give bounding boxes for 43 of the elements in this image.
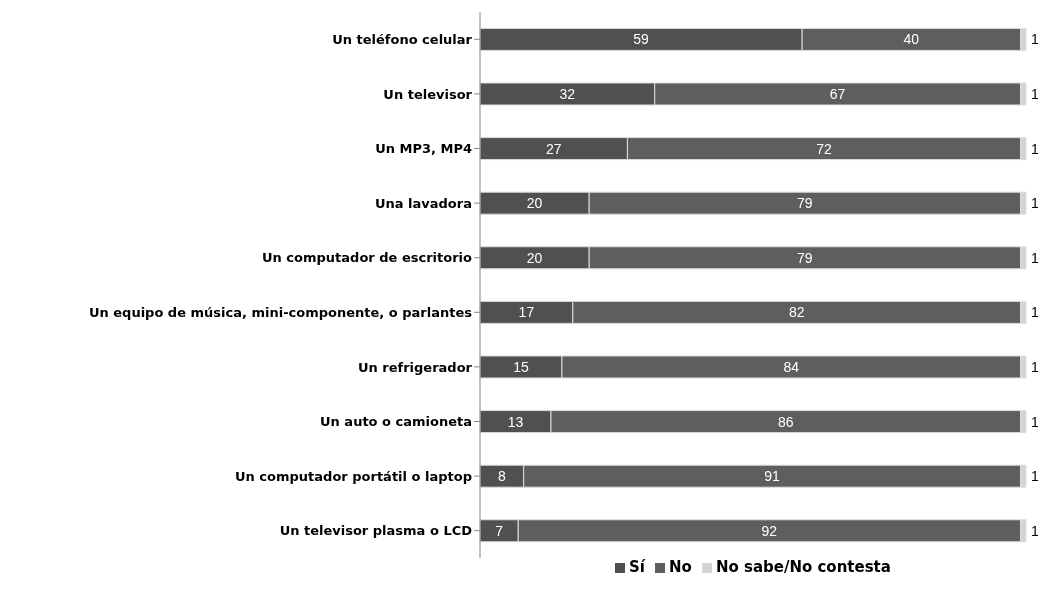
y-tick-label: Un MP3, MP4 (375, 141, 472, 157)
data-label: 1 (1031, 468, 1039, 485)
data-label: 82 (788, 304, 805, 321)
y-tick-label: Un computador portátil o laptop (235, 468, 472, 484)
y-tick-label: Un refrigerador (357, 359, 473, 375)
data-label: 79 (797, 195, 813, 212)
data-label: 1 (1031, 249, 1039, 266)
y-tick-label: Un televisor (383, 86, 473, 102)
legend-label: No (669, 558, 692, 576)
data-label: 86 (777, 413, 794, 430)
data-label: 20 (526, 195, 543, 212)
y-tick-label: Un equipo de música, mini-componente, o parlantes (88, 304, 473, 320)
data-label: 1 (1031, 195, 1039, 212)
data-label: 1 (1031, 31, 1039, 48)
data-label: 1 (1031, 304, 1039, 321)
data-label: 27 (545, 140, 562, 157)
data-label: 91 (764, 468, 781, 485)
data-label: 79 (797, 249, 813, 266)
data-label: 8 (497, 468, 506, 485)
data-label: 20 (526, 249, 543, 266)
data-label: 92 (761, 522, 778, 539)
data-label: 67 (829, 85, 846, 102)
data-label: 17 (518, 304, 535, 321)
data-label: 15 (513, 358, 529, 375)
data-label: 40 (903, 31, 920, 48)
data-label: 59 (633, 31, 650, 48)
y-tick-label: Un teléfono celular (332, 31, 473, 47)
data-label: 72 (816, 140, 832, 157)
data-label: 1 (1031, 85, 1039, 102)
data-label: 1 (1031, 140, 1039, 157)
data-label: 1 (1031, 413, 1039, 430)
y-tick-label: Un auto o camioneta (320, 414, 472, 430)
y-tick-label: Una lavadora (374, 195, 472, 211)
legend-label: No sabe/No contesta (715, 558, 891, 576)
data-label: 13 (507, 413, 524, 430)
legend-label: Sí (629, 558, 646, 576)
data-label: 7 (495, 522, 504, 539)
data-label: 1 (1031, 522, 1039, 539)
data-label: 1 (1031, 358, 1039, 375)
y-tick-label: Un computador de escritorio (262, 250, 473, 266)
y-tick-label: Un televisor plasma o LCD (279, 523, 473, 539)
data-label: 84 (783, 358, 800, 375)
data-label: 32 (559, 85, 576, 102)
